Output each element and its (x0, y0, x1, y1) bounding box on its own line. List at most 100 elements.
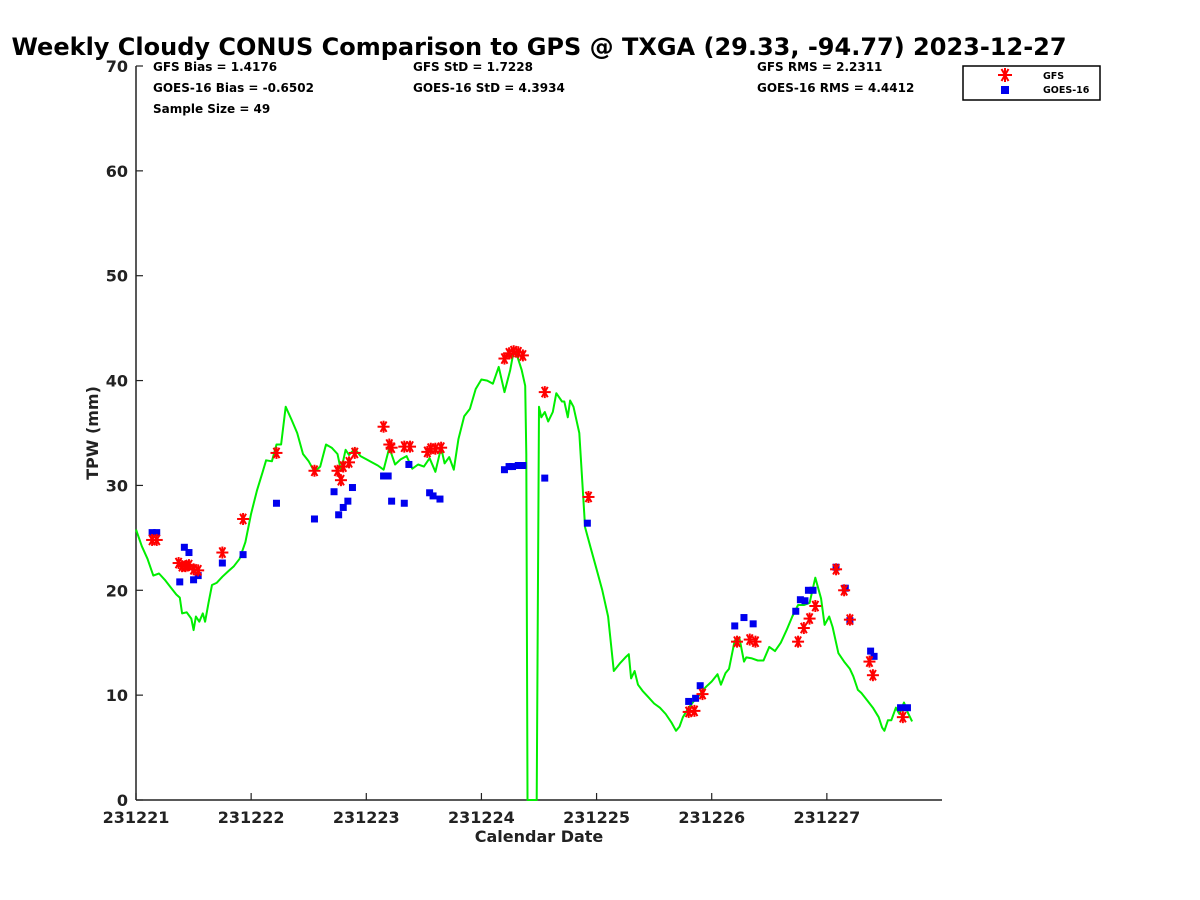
goes16-point (796, 596, 804, 604)
goes16-point (870, 652, 878, 660)
gfs-point (838, 584, 851, 597)
x-tick-label: 231222 (218, 808, 285, 827)
goes16-point (335, 511, 343, 519)
plot-area (135, 345, 914, 801)
gfs-point (192, 564, 205, 577)
gfs-point (696, 688, 709, 701)
goes16-point (176, 578, 184, 586)
gfs-point (385, 441, 398, 454)
goes16-point (692, 694, 700, 702)
gfs-point (216, 546, 229, 559)
goes16-point (509, 463, 517, 471)
goes16-point (190, 576, 198, 584)
gfs-point (797, 622, 810, 635)
goes16-point (310, 515, 318, 523)
goes16-point (339, 503, 347, 511)
goes16-point (801, 597, 809, 605)
legend-gfs-marker (998, 68, 1012, 82)
goes16-point (148, 529, 156, 537)
gfs-point (516, 349, 529, 362)
goes16-point (792, 607, 800, 615)
gfs-point (237, 512, 250, 525)
x-tick-label: 231227 (793, 808, 860, 827)
goes16-point (804, 586, 812, 594)
goes16-point (731, 622, 739, 630)
legend-goes-marker (1001, 86, 1009, 94)
goes16-point (903, 704, 911, 712)
legend-goes-label: GOES-16 (1043, 85, 1090, 96)
goes16-point (185, 549, 193, 557)
gfs-point (749, 635, 762, 648)
goes16-point (239, 551, 247, 559)
stats-annotations: GFS Bias = 1.4176 GOES-16 Bias = -0.6502… (153, 60, 914, 116)
y-tick-label: 30 (106, 476, 128, 495)
goes16-point (696, 682, 704, 690)
goes16-point (380, 472, 388, 480)
gfs-point (270, 446, 283, 459)
goes16-point (583, 519, 591, 527)
stat-goes-rms: GOES-16 RMS = 4.4412 (757, 81, 914, 95)
x-tick-label: 231225 (563, 808, 630, 827)
goes16-point (400, 499, 408, 507)
plot-axes: 0 10 20 30 40 50 60 70 231221 231222 231223 231224 2… (103, 57, 942, 827)
x-tick-label: 231224 (448, 808, 515, 827)
goes16-point (867, 647, 875, 655)
goes16-point (519, 462, 527, 470)
y-tick-label: 40 (106, 372, 128, 391)
gfs-point (792, 635, 805, 648)
goes16-point (405, 460, 413, 468)
goes16-point (429, 492, 437, 500)
gfs-point (308, 464, 321, 477)
gfs-point (803, 612, 816, 625)
goes16-point (344, 497, 352, 505)
gfs-point (843, 613, 856, 626)
goes16-point (541, 474, 549, 482)
gfs-point (863, 655, 876, 668)
x-tick-label: 231221 (103, 808, 170, 827)
goes16-point (500, 466, 508, 474)
chart-title: Weekly Cloudy CONUS Comparison to GPS @ … (11, 33, 1066, 61)
gfs-point (435, 441, 448, 454)
stat-sample-size: Sample Size = 49 (153, 102, 270, 116)
goes16-point (740, 614, 748, 622)
legend-gfs-label: GFS (1043, 71, 1064, 82)
y-tick-label: 0 (117, 791, 128, 810)
goes16-point (809, 586, 817, 594)
stat-gfs-std: GFS StD = 1.7228 (413, 60, 533, 74)
goes16-point (514, 462, 522, 470)
gfs-point (830, 563, 843, 576)
y-axis-label: TPW (mm) (83, 386, 102, 480)
y-tick-label: 60 (106, 162, 128, 181)
x-axis-label: Calendar Date (475, 827, 604, 846)
y-tick-label: 70 (106, 57, 128, 76)
legend: GFS GOES-16 (962, 65, 1101, 101)
x-tick-label: 231223 (333, 808, 400, 827)
gfs-point (404, 440, 417, 453)
goes16-point (436, 495, 444, 503)
gps-line (135, 350, 914, 801)
gfs-point (743, 633, 756, 646)
legend-box (962, 65, 1101, 101)
x-tick-label: 231226 (678, 808, 745, 827)
goes16-point (180, 543, 188, 551)
gfs-point (150, 533, 163, 546)
goes16-point (685, 697, 693, 705)
goes16-point (749, 620, 757, 628)
goes16-point (153, 529, 161, 537)
y-tick-label: 10 (106, 686, 128, 705)
goes16-point (272, 499, 280, 507)
gfs-point (377, 420, 390, 433)
goes16-point (388, 497, 396, 505)
stat-goes-std: GOES-16 StD = 4.3934 (413, 81, 565, 95)
goes16-point (330, 488, 338, 496)
gfs-point (896, 711, 909, 724)
gfs-point (688, 704, 701, 717)
stat-gfs-bias: GFS Bias = 1.4176 (153, 60, 277, 74)
goes16-point (384, 472, 392, 480)
gfs-point (731, 635, 744, 648)
gfs-point (866, 669, 879, 682)
stat-gfs-rms: GFS RMS = 2.2311 (757, 60, 882, 74)
gfs-point (582, 490, 595, 503)
goes16-point (897, 704, 905, 712)
gfs-point (538, 386, 551, 399)
